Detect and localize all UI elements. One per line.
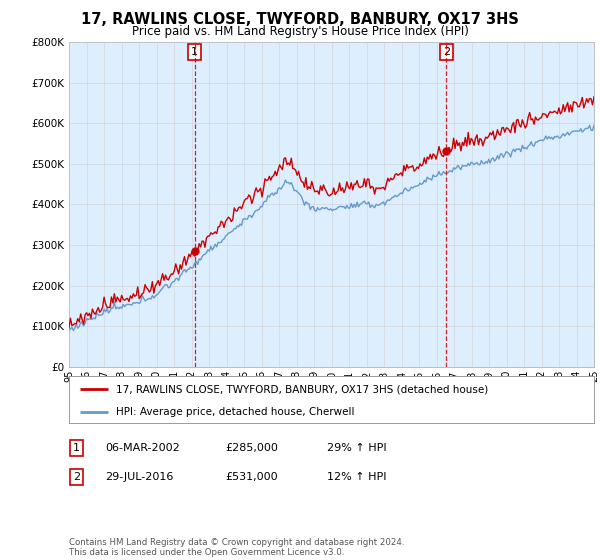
Text: HPI: Average price, detached house, Cherwell: HPI: Average price, detached house, Cher… [116, 407, 355, 417]
Text: 12% ↑ HPI: 12% ↑ HPI [327, 472, 386, 482]
Text: 1: 1 [191, 47, 198, 57]
Text: 17, RAWLINS CLOSE, TWYFORD, BANBURY, OX17 3HS: 17, RAWLINS CLOSE, TWYFORD, BANBURY, OX1… [81, 12, 519, 27]
Text: £531,000: £531,000 [225, 472, 278, 482]
Text: Contains HM Land Registry data © Crown copyright and database right 2024.
This d: Contains HM Land Registry data © Crown c… [69, 538, 404, 557]
Text: 2: 2 [443, 47, 450, 57]
Text: Price paid vs. HM Land Registry's House Price Index (HPI): Price paid vs. HM Land Registry's House … [131, 25, 469, 38]
Text: £285,000: £285,000 [225, 443, 278, 453]
Text: 29% ↑ HPI: 29% ↑ HPI [327, 443, 386, 453]
Text: 06-MAR-2002: 06-MAR-2002 [105, 443, 180, 453]
Text: 1: 1 [73, 443, 80, 453]
Text: 17, RAWLINS CLOSE, TWYFORD, BANBURY, OX17 3HS (detached house): 17, RAWLINS CLOSE, TWYFORD, BANBURY, OX1… [116, 384, 488, 394]
Text: 29-JUL-2016: 29-JUL-2016 [105, 472, 173, 482]
Text: 2: 2 [73, 472, 80, 482]
